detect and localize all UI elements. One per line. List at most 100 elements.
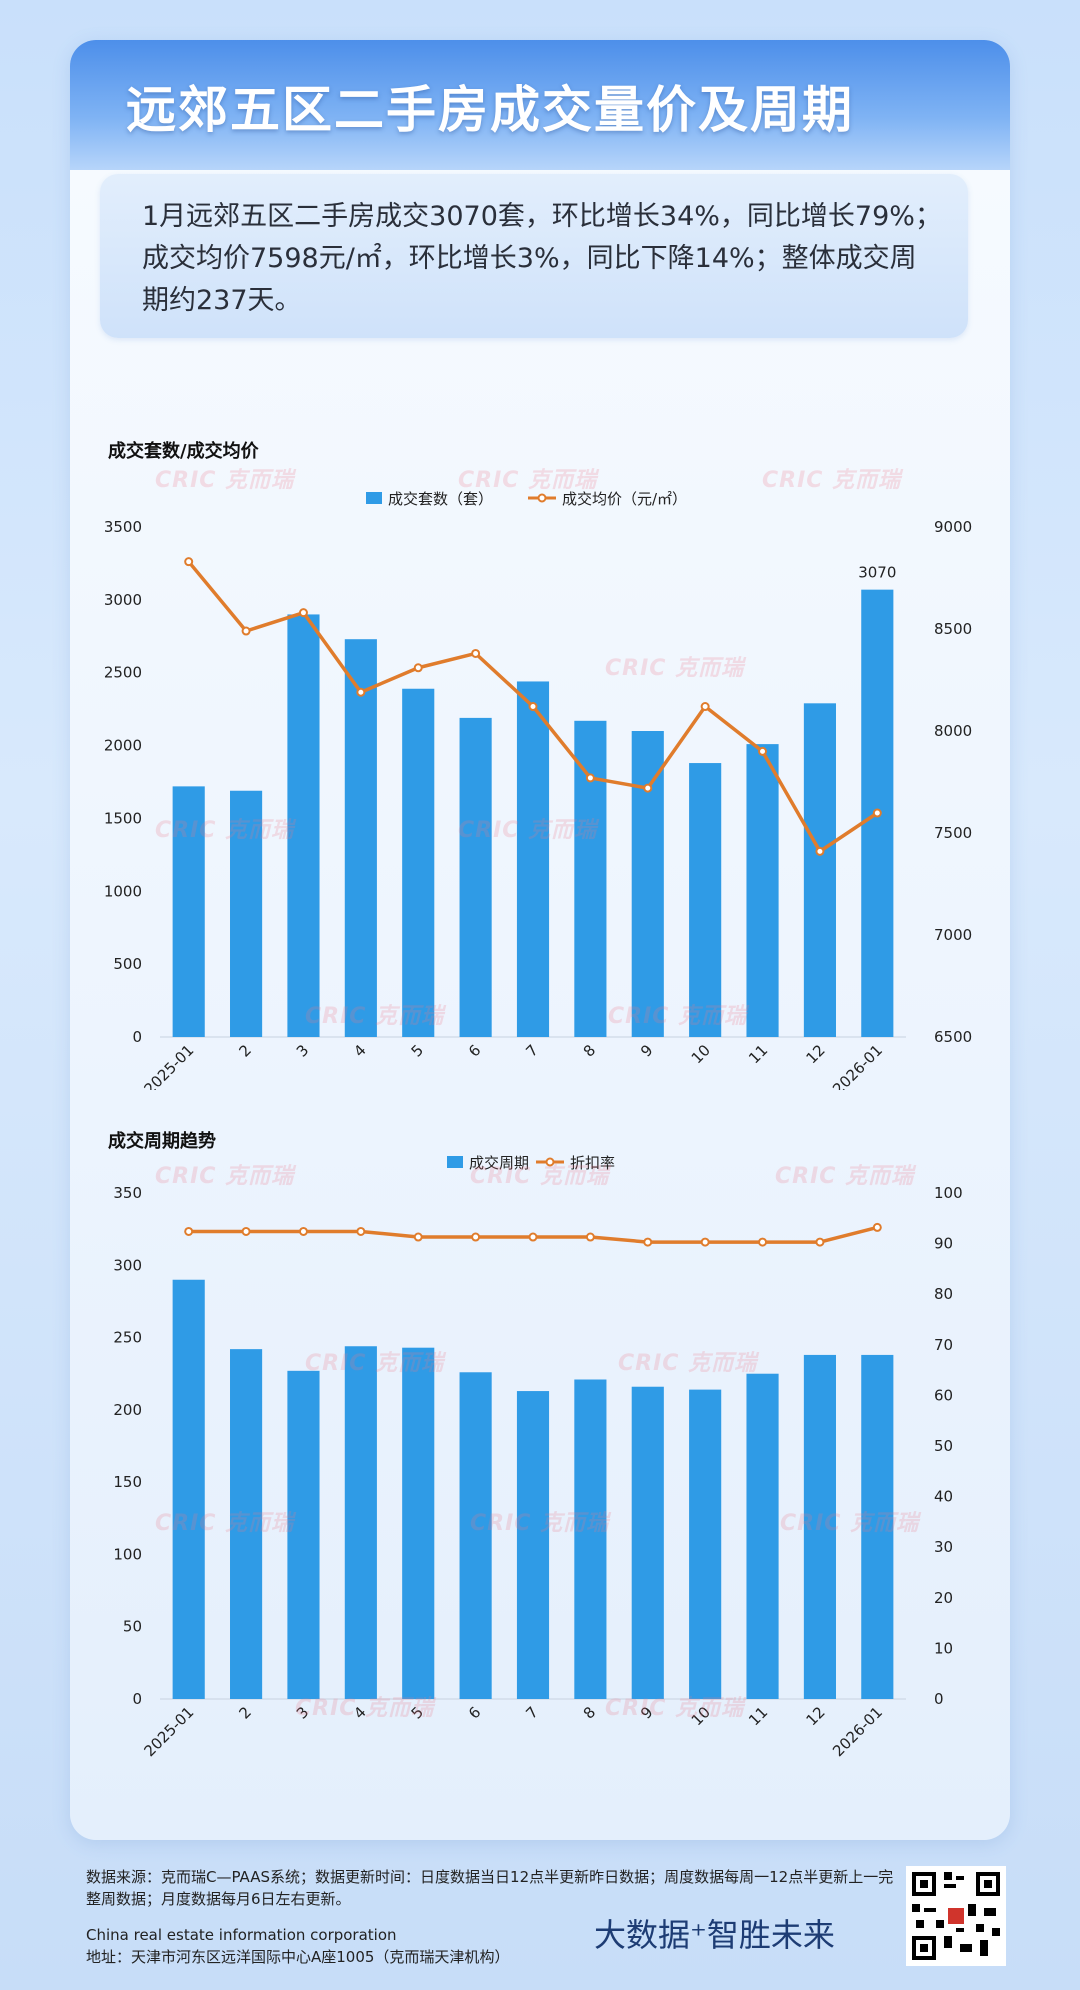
watermark: CRIC 克而瑞 xyxy=(155,468,295,493)
category-tick: 9 xyxy=(637,1041,656,1060)
category-tick: 10 xyxy=(688,1041,714,1067)
line-point xyxy=(528,702,538,712)
category-tick: 12 xyxy=(803,1041,829,1067)
chart1-svg: 成交套数（套） 成交均价（元/㎡） 0 500 1000 1500 2000 2500 3000… xyxy=(104,490,972,1090)
right-axis-tick: 30 xyxy=(934,1538,953,1556)
legend-line-marker xyxy=(545,1157,555,1167)
category-tick: 2025-01 xyxy=(140,1041,197,1090)
line-point xyxy=(528,1232,538,1242)
legend-bar-swatch xyxy=(447,1156,463,1168)
header-band xyxy=(70,40,1010,170)
line-point xyxy=(471,648,481,658)
bar xyxy=(689,1389,722,1699)
line-point xyxy=(298,608,308,618)
right-axis-tick: 50 xyxy=(934,1437,953,1455)
right-axis-tick: 10 xyxy=(934,1639,953,1657)
bar xyxy=(172,786,205,1037)
watermark: CRIC 克而瑞 xyxy=(305,1351,445,1376)
bar xyxy=(516,681,550,1037)
right-axis-tick: 8500 xyxy=(934,620,972,638)
right-axis-tick: 9000 xyxy=(934,518,972,536)
bar xyxy=(230,790,263,1037)
bar xyxy=(287,614,320,1037)
right-axis-tick: 20 xyxy=(934,1589,953,1607)
watermark: CRIC 克而瑞 xyxy=(762,468,902,493)
category-tick: 8 xyxy=(580,1703,599,1722)
line-point xyxy=(643,783,653,793)
watermark: CRIC 克而瑞 xyxy=(780,1511,920,1536)
line-point xyxy=(471,1232,481,1242)
footer-address: 地址：天津市河东区远洋国际中心A座1005（克而瑞天津机构） xyxy=(86,1948,510,1966)
legend-line-marker xyxy=(537,493,547,503)
legend-bar-label: 成交周期 xyxy=(469,1154,529,1172)
bar xyxy=(402,688,435,1037)
line-point xyxy=(184,557,194,567)
left-axis-tick: 200 xyxy=(113,1401,142,1419)
summary-text: 1月远郊五区二手房成交3070套，环比增长34%，同比增长79%；成交均价759… xyxy=(142,201,942,316)
category-tick: 7 xyxy=(522,1041,541,1060)
footer-source: 数据来源：克而瑞C—PAAS系统；数据更新时间：日度数据当日12点半更新昨日数据… xyxy=(86,1868,894,1908)
watermark: CRIC 克而瑞 xyxy=(155,818,295,843)
category-tick: 2026-01 xyxy=(829,1703,886,1760)
summary-box: 1月远郊五区二手房成交3070套，环比增长34%，同比增长79%；成交均价759… xyxy=(100,174,968,338)
bar xyxy=(172,1279,205,1699)
bar xyxy=(803,1354,836,1699)
slogan: 大数据⁺智胜未来 xyxy=(594,1916,835,1954)
line-point xyxy=(241,626,251,636)
watermark: CRIC 克而瑞 xyxy=(295,1696,435,1721)
bar xyxy=(402,1347,435,1699)
left-axis-tick: 1000 xyxy=(104,882,142,900)
bar xyxy=(631,1386,664,1699)
bar xyxy=(516,1391,550,1699)
bar xyxy=(746,744,779,1037)
line-point xyxy=(700,1237,710,1247)
category-tick: 5 xyxy=(408,1041,427,1060)
left-axis-tick: 3500 xyxy=(104,518,142,536)
watermark: CRIC 克而瑞 xyxy=(155,1164,295,1189)
bar xyxy=(803,703,836,1037)
right-axis-tick: 40 xyxy=(934,1488,953,1506)
watermark: CRIC 克而瑞 xyxy=(458,468,598,493)
line-point xyxy=(815,1237,825,1247)
left-axis-tick: 300 xyxy=(113,1256,142,1274)
line-point xyxy=(184,1226,194,1236)
category-tick: 2025-01 xyxy=(140,1703,197,1760)
legend-bar-label: 成交套数（套） xyxy=(388,490,493,508)
category-tick: 6 xyxy=(465,1041,484,1060)
bar xyxy=(574,720,607,1037)
category-tick: 8 xyxy=(580,1041,599,1060)
line-point xyxy=(585,773,595,783)
category-tick: 2026-01 xyxy=(829,1041,886,1090)
line-point xyxy=(413,1232,423,1242)
category-tick: 4 xyxy=(350,1041,369,1060)
legend-line-label: 成交均价（元/㎡） xyxy=(562,490,687,508)
bar xyxy=(287,1370,320,1699)
right-axis-tick: 100 xyxy=(934,1184,963,1202)
line-point xyxy=(700,702,710,712)
bar xyxy=(689,763,722,1037)
bar xyxy=(574,1379,607,1699)
bar xyxy=(344,1346,377,1699)
right-axis-tick: 0 xyxy=(934,1690,944,1708)
line-point xyxy=(872,1222,882,1232)
left-axis-tick: 0 xyxy=(132,1690,142,1708)
qr-code xyxy=(906,1866,1006,1966)
right-axis-tick: 90 xyxy=(934,1235,953,1253)
legend-bar-swatch xyxy=(366,492,382,504)
line-point xyxy=(758,1237,768,1247)
footer-company-en: China real estate information corporatio… xyxy=(86,1926,397,1944)
data-label: 3070 xyxy=(858,564,896,582)
line-point xyxy=(815,846,825,856)
left-axis-tick: 350 xyxy=(113,1184,142,1202)
bar xyxy=(746,1373,779,1699)
chart1-title: 成交套数/成交均价 xyxy=(108,441,259,462)
category-tick: 3 xyxy=(293,1041,312,1060)
line-point xyxy=(413,663,423,673)
category-tick: 12 xyxy=(803,1703,829,1729)
right-axis-tick: 7500 xyxy=(934,824,972,842)
right-axis-tick: 8000 xyxy=(934,722,972,740)
watermark: CRIC 克而瑞 xyxy=(775,1164,915,1189)
left-axis-tick: 2000 xyxy=(104,737,142,755)
bar xyxy=(230,1349,263,1699)
watermark: CRIC 克而瑞 xyxy=(305,1004,445,1029)
